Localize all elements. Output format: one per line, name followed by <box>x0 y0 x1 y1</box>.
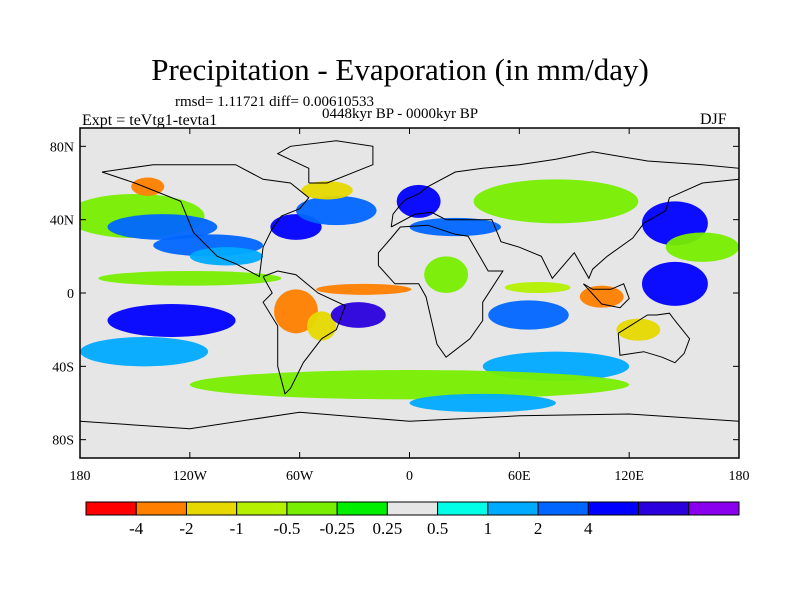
colorbar-box <box>537 501 589 516</box>
field-region-amazon-red <box>274 289 318 334</box>
y-tick-label: 40N <box>50 214 74 229</box>
colorbar-label: 0.5 <box>427 519 448 538</box>
coastline-1 <box>262 270 347 395</box>
coastline-3 <box>390 151 740 280</box>
x-tick-label: 180 <box>70 469 91 484</box>
colorbar-box <box>185 501 238 516</box>
field-region-n-atlantic-orange <box>301 181 353 200</box>
y-tick-label: 40S <box>52 360 74 375</box>
period-label: 0448kyr BP - 0000kyr BP <box>322 106 479 122</box>
colorbar-label: -1 <box>230 519 244 538</box>
colorbar-label: -4 <box>129 519 144 538</box>
field-region-n-pacific-blue <box>107 214 218 240</box>
colorbar-box <box>437 501 489 516</box>
colorbar-label: -2 <box>179 519 193 538</box>
colorbar-label: -0.5 <box>273 519 300 538</box>
field-region-indian-ocean-orange <box>504 282 571 293</box>
colorbar-box <box>487 501 539 516</box>
experiment-label: Expt = teVtg1-tevta1 <box>82 112 218 129</box>
colorbar-box <box>236 501 288 516</box>
x-tick-label: 0 <box>406 469 413 484</box>
field-region-w-pacific-green <box>665 232 739 262</box>
field-region-indian-ocean-blue <box>488 300 569 330</box>
colorbar-box <box>85 501 137 516</box>
field-region-w-pacific-deepblue <box>641 261 708 306</box>
coastline-7 <box>79 411 740 430</box>
field-region-n-atlantic-blue <box>296 195 377 226</box>
y-tick-label: 80N <box>50 140 74 155</box>
colorbar-label: 1 <box>484 519 493 538</box>
field-region-equatorial-atlantic-red <box>316 283 412 295</box>
colorbar-label: 4 <box>584 519 593 538</box>
colorbar-box <box>386 501 439 516</box>
x-tick-label: 180 <box>729 469 750 484</box>
coastline-6 <box>583 283 630 309</box>
x-tick-label: 120W <box>173 469 208 484</box>
colorbar-box <box>638 501 690 516</box>
coastline-5 <box>276 140 374 184</box>
field-region-s-pacific-cyan <box>80 337 209 367</box>
field-region-n-hem-cyan <box>189 247 264 266</box>
field-region-brazil-orange <box>306 311 337 341</box>
x-tick-label: 60W <box>286 469 314 484</box>
y-tick-label: 0 <box>67 287 74 302</box>
colorbar-box <box>135 501 187 516</box>
field-region-asia-green <box>473 179 639 224</box>
y-tick-label: 80S <box>52 434 74 449</box>
coastline-2 <box>377 224 504 358</box>
x-tick-label: 120E <box>614 469 644 484</box>
field-region-africa-green <box>424 256 469 293</box>
chart-title: Precipitation - Evaporation (in mm/day) <box>151 52 649 87</box>
field-region-australia-orange <box>616 318 661 341</box>
x-tick-label: 60E <box>508 469 531 484</box>
colorbar-box <box>336 501 388 516</box>
colorbar-label: 2 <box>534 519 543 538</box>
colorbar-label: -0.25 <box>319 519 354 538</box>
field-region-europe-blue <box>396 184 441 218</box>
field-layer <box>80 177 739 413</box>
season-label: DJF <box>700 111 727 128</box>
field-region-itcz-e-pacific <box>98 271 282 286</box>
field-region-southern-ocean-green <box>189 370 630 400</box>
field-region-mediterranean-blue <box>409 217 502 237</box>
field-region-southern-ocean-cyan <box>409 393 556 413</box>
colorbar-box <box>587 501 640 516</box>
colorbar-label: 0.25 <box>373 519 403 538</box>
stats-label: rmsd= 1.11721 diff= 0.00610533 <box>175 94 374 110</box>
map-background <box>80 128 739 458</box>
coastline-4 <box>617 312 691 364</box>
colorbar-box <box>688 501 740 516</box>
field-region-sw-pacific-blue <box>107 304 236 337</box>
colorbar-box <box>286 501 338 516</box>
field-region-s-atlantic-purple <box>330 302 386 328</box>
coastline-0 <box>101 164 310 278</box>
